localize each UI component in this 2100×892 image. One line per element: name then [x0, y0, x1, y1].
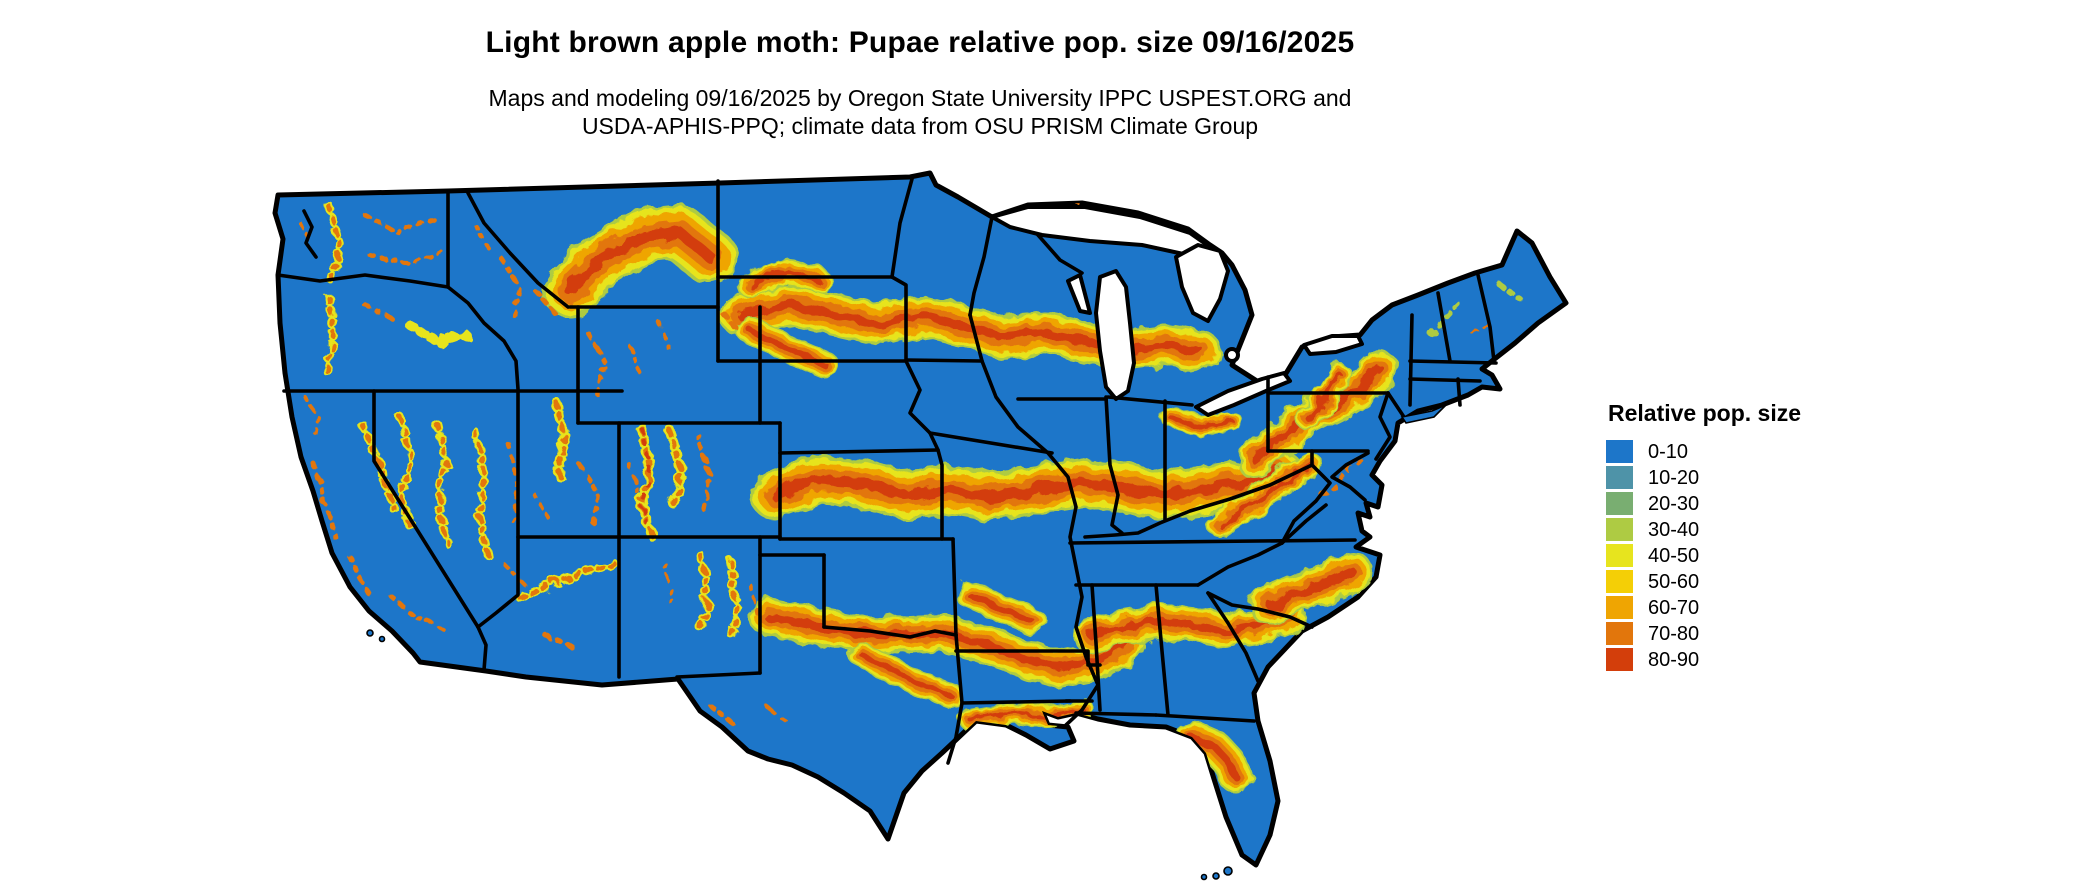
legend-swatch-20-30	[1606, 492, 1633, 515]
legend-swatch-80-90	[1606, 648, 1633, 671]
legend-item: 30-40	[1606, 518, 1866, 541]
map-legend: Relative pop. size 0-10 10-20 20-30 30-4…	[1606, 400, 1866, 674]
map-header: Light brown apple moth: Pupae relative p…	[270, 26, 1570, 140]
legend-item: 10-20	[1606, 466, 1866, 489]
us-conus-map-svg	[272, 170, 1569, 881]
legend-item: 50-60	[1606, 570, 1866, 593]
legend-swatch-70-80	[1606, 622, 1633, 645]
legend-label: 20-30	[1648, 492, 1700, 515]
legend-label: 40-50	[1648, 544, 1700, 567]
legend-label: 60-70	[1648, 596, 1700, 619]
legend-item: 60-70	[1606, 596, 1866, 619]
legend-swatch-0-10	[1606, 440, 1633, 463]
legend-item: 20-30	[1606, 492, 1866, 515]
subtitle-line-1: Maps and modeling 09/16/2025 by Oregon S…	[488, 85, 1352, 111]
legend-title: Relative pop. size	[1608, 400, 1802, 426]
legend-item: 40-50	[1606, 544, 1866, 567]
subtitle-line-2: USDA-APHIS-PPQ; climate data from OSU PR…	[581, 113, 1259, 140]
page-title: Light brown apple moth: Pupae relative p…	[485, 26, 1355, 59]
map-subtitle: Maps and modeling 09/16/2025 by Oregon S…	[270, 84, 1570, 140]
lake-ontario-shape	[1302, 334, 1364, 356]
legend-label: 30-40	[1648, 518, 1700, 541]
lake-michigan-shape	[1094, 269, 1136, 401]
legend-item: 80-90	[1606, 648, 1866, 671]
legend-swatch-40-50	[1606, 544, 1633, 567]
legend-item: 0-10	[1606, 440, 1866, 463]
green-bay-shape	[1066, 273, 1092, 315]
legend-swatch-50-60	[1606, 570, 1633, 593]
us-population-map	[270, 165, 1570, 885]
lake-st-clair-shape	[1224, 347, 1240, 363]
legend-label: 10-20	[1648, 466, 1700, 489]
legend-swatch-30-40	[1606, 518, 1633, 541]
legend-item: 70-80	[1606, 622, 1866, 645]
legend-swatch-60-70	[1606, 596, 1633, 619]
legend-label: 0-10	[1648, 440, 1689, 463]
state-borders	[276, 177, 1498, 765]
us-landmass	[272, 170, 1569, 868]
legend-label: 80-90	[1648, 648, 1700, 671]
legend-label: 70-80	[1648, 622, 1700, 645]
islands	[366, 404, 1447, 881]
lake-huron-shape	[1174, 243, 1230, 323]
legend-label: 50-60	[1648, 570, 1700, 593]
legend-swatch-10-20	[1606, 466, 1633, 489]
